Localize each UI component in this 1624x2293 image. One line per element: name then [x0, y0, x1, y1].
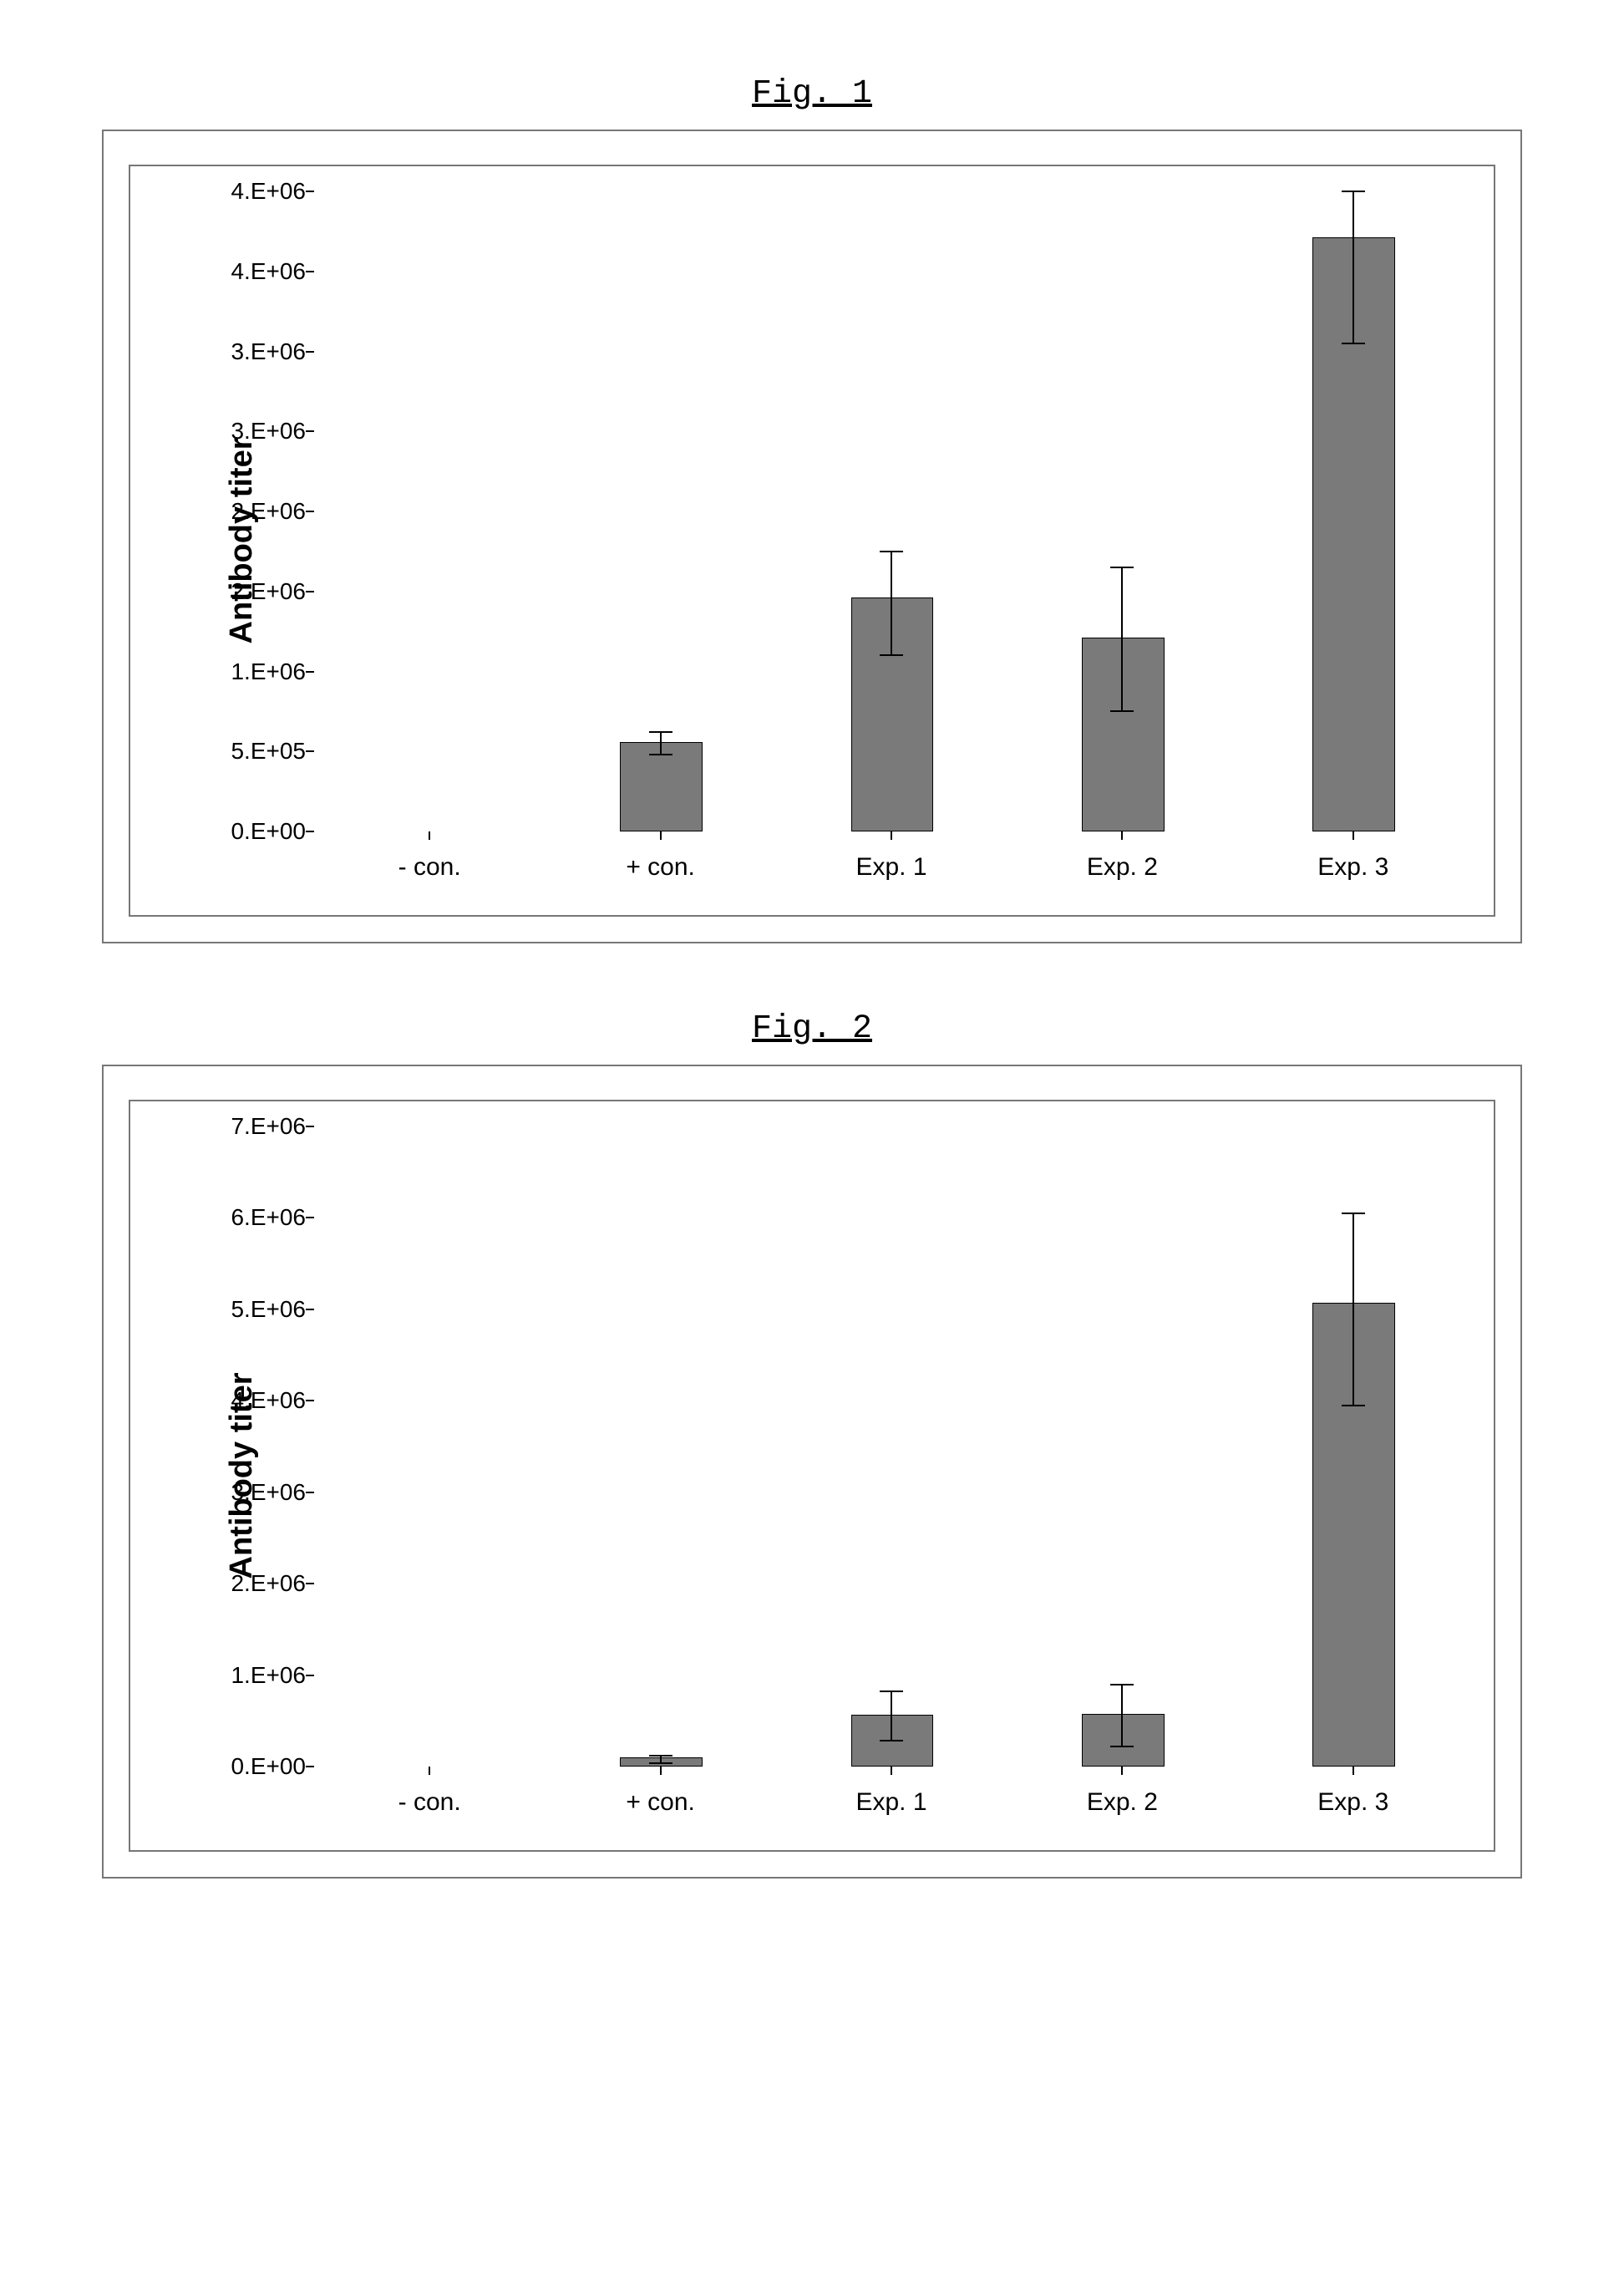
figure-1-title: Fig. 1	[84, 75, 1540, 113]
error-bar	[1121, 567, 1123, 711]
y-tick-label: 1.E+06	[231, 1662, 306, 1689]
error-bar-cap	[1342, 343, 1365, 344]
error-bar-cap	[880, 1691, 903, 1692]
y-tick-label: 2.E+06	[231, 578, 306, 605]
y-tick-mark	[306, 1309, 314, 1310]
y-tick-mark	[306, 591, 314, 592]
error-bar-cap	[649, 1762, 672, 1764]
y-tick-mark	[306, 831, 314, 832]
figure-2-outer-frame: Antibody titer 0.E+001.E+062.E+063.E+064…	[102, 1065, 1522, 1879]
error-bar-cap	[1342, 1405, 1365, 1406]
x-axis-category-label: Exp. 2	[1087, 1788, 1158, 1817]
error-bar-cap	[1110, 1746, 1134, 1747]
x-tick-mark	[660, 1767, 662, 1775]
x-axis-category-label: Exp. 3	[1317, 853, 1388, 882]
error-bar-cap	[1342, 1213, 1365, 1214]
y-tick-mark	[306, 1583, 314, 1584]
y-tick-mark	[306, 750, 314, 752]
x-tick-mark	[891, 831, 892, 840]
y-tick-label: 2.E+06	[231, 498, 306, 525]
error-bar	[891, 552, 892, 655]
y-tick-mark	[306, 1675, 314, 1676]
y-tick-mark	[306, 1126, 314, 1127]
figure-1-outer-frame: Antibody titer 0.E+00 5.E+05 1.E+06 2.E+06 2…	[102, 130, 1522, 943]
y-tick-label: 0.E+00	[231, 1753, 306, 1780]
error-bar-cap	[649, 754, 672, 755]
y-tick-label: 4.E+06	[231, 1387, 306, 1414]
y-tick-mark	[306, 430, 314, 432]
y-tick-label: 0.E+00	[231, 818, 306, 845]
x-axis-category-label: - con.	[398, 1788, 461, 1817]
error-bar-cap	[1110, 567, 1134, 568]
y-tick-label: 7.E+06	[231, 1113, 306, 1140]
y-tick-label: 3.E+06	[231, 1479, 306, 1506]
x-tick-mark	[891, 1767, 892, 1775]
x-axis-category-label: - con.	[398, 853, 461, 882]
x-tick-mark	[429, 1767, 430, 1775]
y-tick-label: 4.E+06	[231, 258, 306, 285]
error-bar-cap	[880, 1740, 903, 1741]
x-tick-mark	[1121, 831, 1123, 840]
y-tick-mark	[306, 351, 314, 353]
y-tick-label: 3.E+06	[231, 338, 306, 365]
x-axis-category-label: Exp. 1	[855, 1788, 926, 1817]
y-tick-label: 4.E+06	[231, 178, 306, 205]
error-bar-cap	[880, 551, 903, 552]
error-bar-cap	[1110, 1684, 1134, 1685]
y-tick-label: 6.E+06	[231, 1204, 306, 1231]
x-tick-mark	[1352, 831, 1354, 840]
x-tick-mark	[1352, 1767, 1354, 1775]
figure-1-y-axis-label: Antibody titer	[224, 438, 260, 644]
error-bar	[1352, 1213, 1354, 1406]
x-axis-category-label: Exp. 1	[855, 853, 926, 882]
error-bar	[1352, 191, 1354, 343]
y-tick-mark	[306, 191, 314, 192]
error-bar	[891, 1691, 892, 1741]
error-bar-cap	[1110, 710, 1134, 712]
error-bar-cap	[880, 654, 903, 656]
y-tick-label: 3.E+06	[231, 418, 306, 445]
y-tick-mark	[306, 1492, 314, 1493]
y-tick-mark	[306, 671, 314, 673]
error-bar	[660, 732, 662, 755]
figure-2-chart: Antibody titer 0.E+001.E+062.E+063.E+064…	[129, 1100, 1495, 1852]
y-tick-mark	[306, 1766, 314, 1767]
page: Fig. 1 Antibody titer 0.E+00 5.E+05 1.E+06…	[0, 0, 1624, 2293]
error-bar	[1121, 1685, 1123, 1746]
figure-2-title: Fig. 2	[84, 1010, 1540, 1048]
error-bar-cap	[1342, 191, 1365, 192]
y-tick-mark	[306, 271, 314, 272]
figure-2-plot-area	[314, 1126, 1469, 1767]
y-tick-label: 5.E+05	[231, 738, 306, 765]
error-bar-cap	[649, 731, 672, 733]
y-tick-mark	[306, 511, 314, 512]
y-tick-label: 1.E+06	[231, 658, 306, 685]
error-bar-cap	[649, 1755, 672, 1757]
x-tick-mark	[660, 831, 662, 840]
figure-1-chart: Antibody titer 0.E+00 5.E+05 1.E+06 2.E+06 2…	[129, 165, 1495, 917]
figure-1-plot-area	[314, 191, 1469, 831]
y-tick-label: 5.E+06	[231, 1296, 306, 1323]
y-tick-label: 2.E+06	[231, 1570, 306, 1597]
x-axis-category-label: Exp. 2	[1087, 853, 1158, 882]
x-axis-category-label: Exp. 3	[1317, 1788, 1388, 1817]
x-tick-mark	[429, 831, 430, 840]
x-axis-category-label: + con.	[626, 1788, 695, 1817]
x-tick-mark	[1121, 1767, 1123, 1775]
x-axis-category-label: + con.	[626, 853, 695, 882]
y-tick-mark	[306, 1217, 314, 1218]
y-tick-mark	[306, 1400, 314, 1401]
